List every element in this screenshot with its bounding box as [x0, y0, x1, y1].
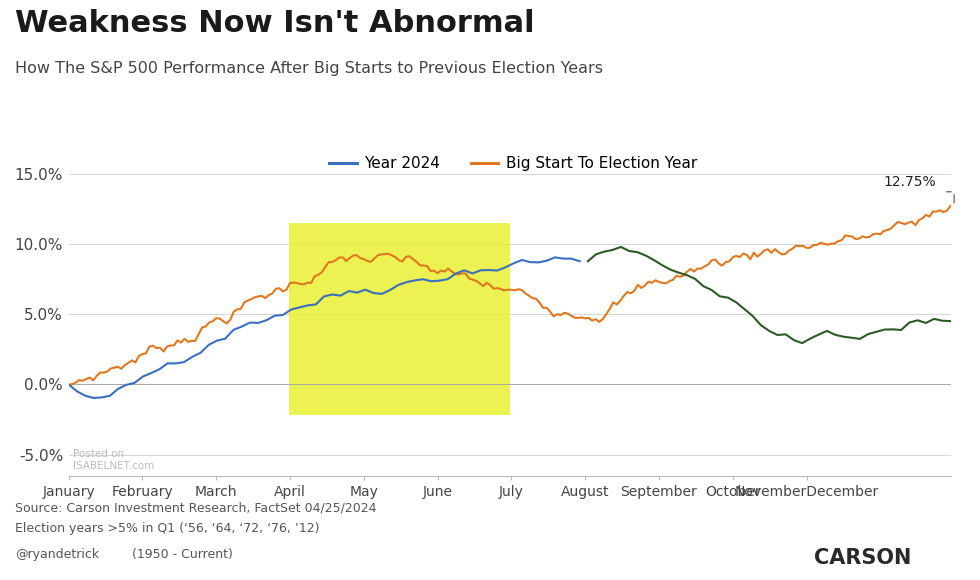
Text: Posted on
ISABELNET.com: Posted on ISABELNET.com	[74, 449, 154, 470]
Text: Election years >5% in Q1 (‘56, ‘64, ‘72, ‘76, ’12): Election years >5% in Q1 (‘56, ‘64, ‘72,…	[15, 522, 319, 535]
Text: Weakness Now Isn't Abnormal: Weakness Now Isn't Abnormal	[15, 9, 534, 38]
Text: How The S&P 500 Performance After Big Starts to Previous Election Years: How The S&P 500 Performance After Big St…	[15, 61, 603, 76]
Text: Source: Carson Investment Research, FactSet 04/25/2024: Source: Carson Investment Research, Fact…	[15, 502, 376, 514]
Text: 12.75%: 12.75%	[884, 175, 937, 189]
Text: @ryandetrick: @ryandetrick	[15, 548, 99, 561]
Text: CARSON: CARSON	[814, 548, 911, 568]
Text: (1950 - Current): (1950 - Current)	[132, 548, 233, 561]
Bar	[289, 223, 510, 415]
Legend: Year 2024, Big Start To Election Year: Year 2024, Big Start To Election Year	[323, 150, 704, 177]
